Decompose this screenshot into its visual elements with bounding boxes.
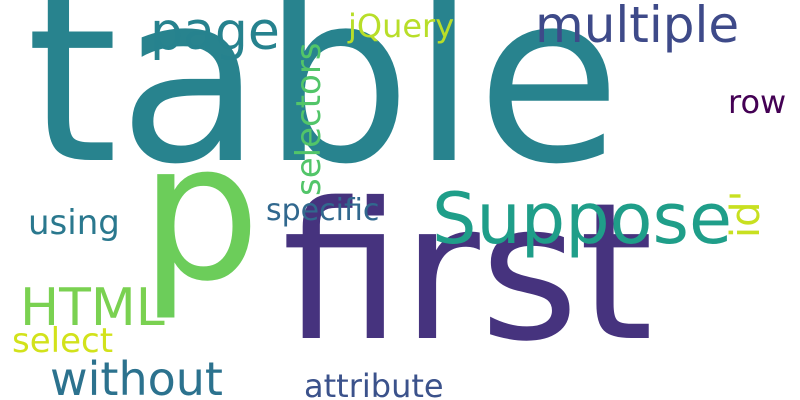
word-multiple: multiple — [535, 0, 740, 54]
word-page: page — [150, 2, 280, 62]
word-suppose: Suppose — [432, 178, 733, 260]
word-selectors: selectors — [289, 42, 329, 196]
word-using: using — [28, 203, 120, 243]
word-without: without — [50, 352, 223, 400]
word-p: p — [140, 102, 261, 323]
word-attribute: attribute — [304, 367, 444, 400]
word-id: id' — [723, 190, 769, 239]
word-row: row — [728, 83, 787, 121]
word-select: select — [12, 321, 114, 361]
word-html: HTML — [20, 278, 165, 338]
word-jquery: jQuery — [348, 7, 455, 45]
word-table: table — [26, 0, 622, 216]
word-first: first — [282, 162, 654, 383]
word-specific: specific — [266, 193, 380, 228]
